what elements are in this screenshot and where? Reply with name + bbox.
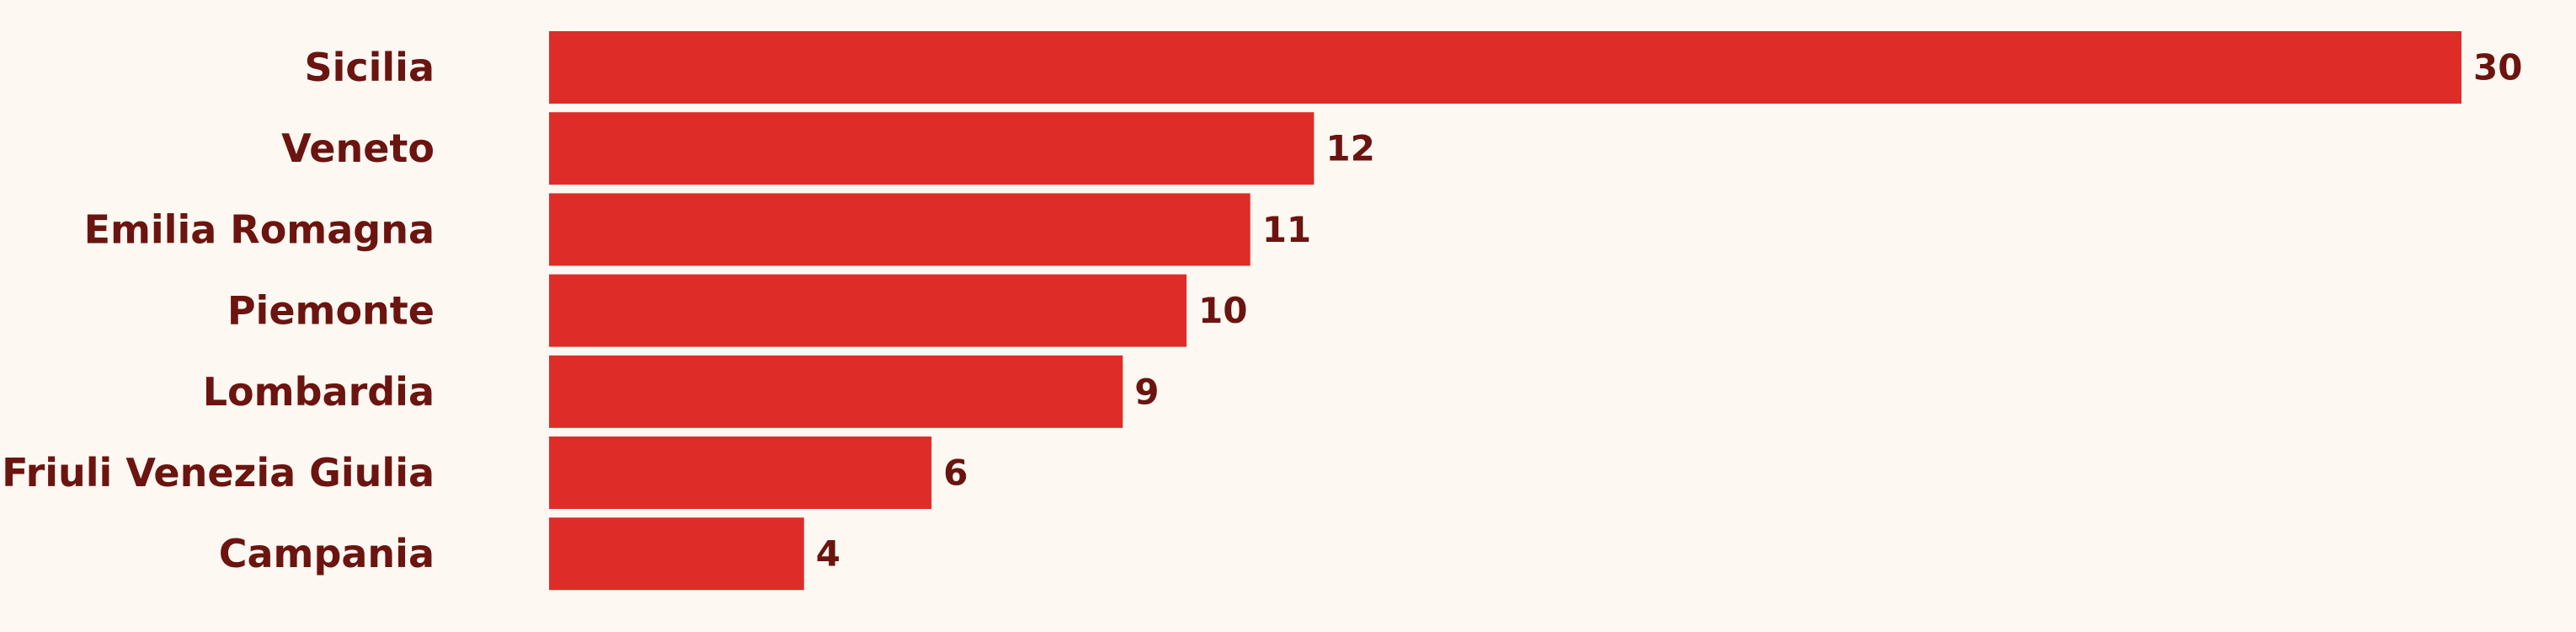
value-label: 9 — [1134, 371, 1159, 412]
bar-sicilia — [549, 31, 2461, 104]
value-label: 30 — [2473, 47, 2522, 88]
category-label: Campania — [219, 531, 435, 576]
value-label: 12 — [1325, 128, 1374, 169]
value-label: 6 — [943, 453, 968, 494]
bar-lombardia — [549, 355, 1123, 428]
bar-emilia-romagna — [549, 193, 1251, 266]
value-label: 10 — [1198, 290, 1247, 331]
value-label: 11 — [1262, 209, 1311, 250]
value-label: 4 — [816, 533, 840, 575]
category-label: Veneto — [281, 126, 435, 171]
bar-veneto — [549, 112, 1315, 185]
bar-piemonte — [549, 274, 1187, 347]
bars-layer: Sicilia 30 Veneto 12 Emilia Romagna 11 Piemont… — [2, 31, 2522, 591]
bar-campania — [549, 517, 804, 591]
category-label: Sicilia — [304, 45, 435, 90]
category-label: Emilia Romagna — [84, 206, 435, 252]
bar-friuli-venezia-giulia — [549, 437, 932, 509]
category-label: Piemonte — [227, 288, 435, 334]
category-label: Lombardia — [203, 369, 435, 415]
category-label: Friuli Venezia Giulia — [2, 450, 435, 495]
